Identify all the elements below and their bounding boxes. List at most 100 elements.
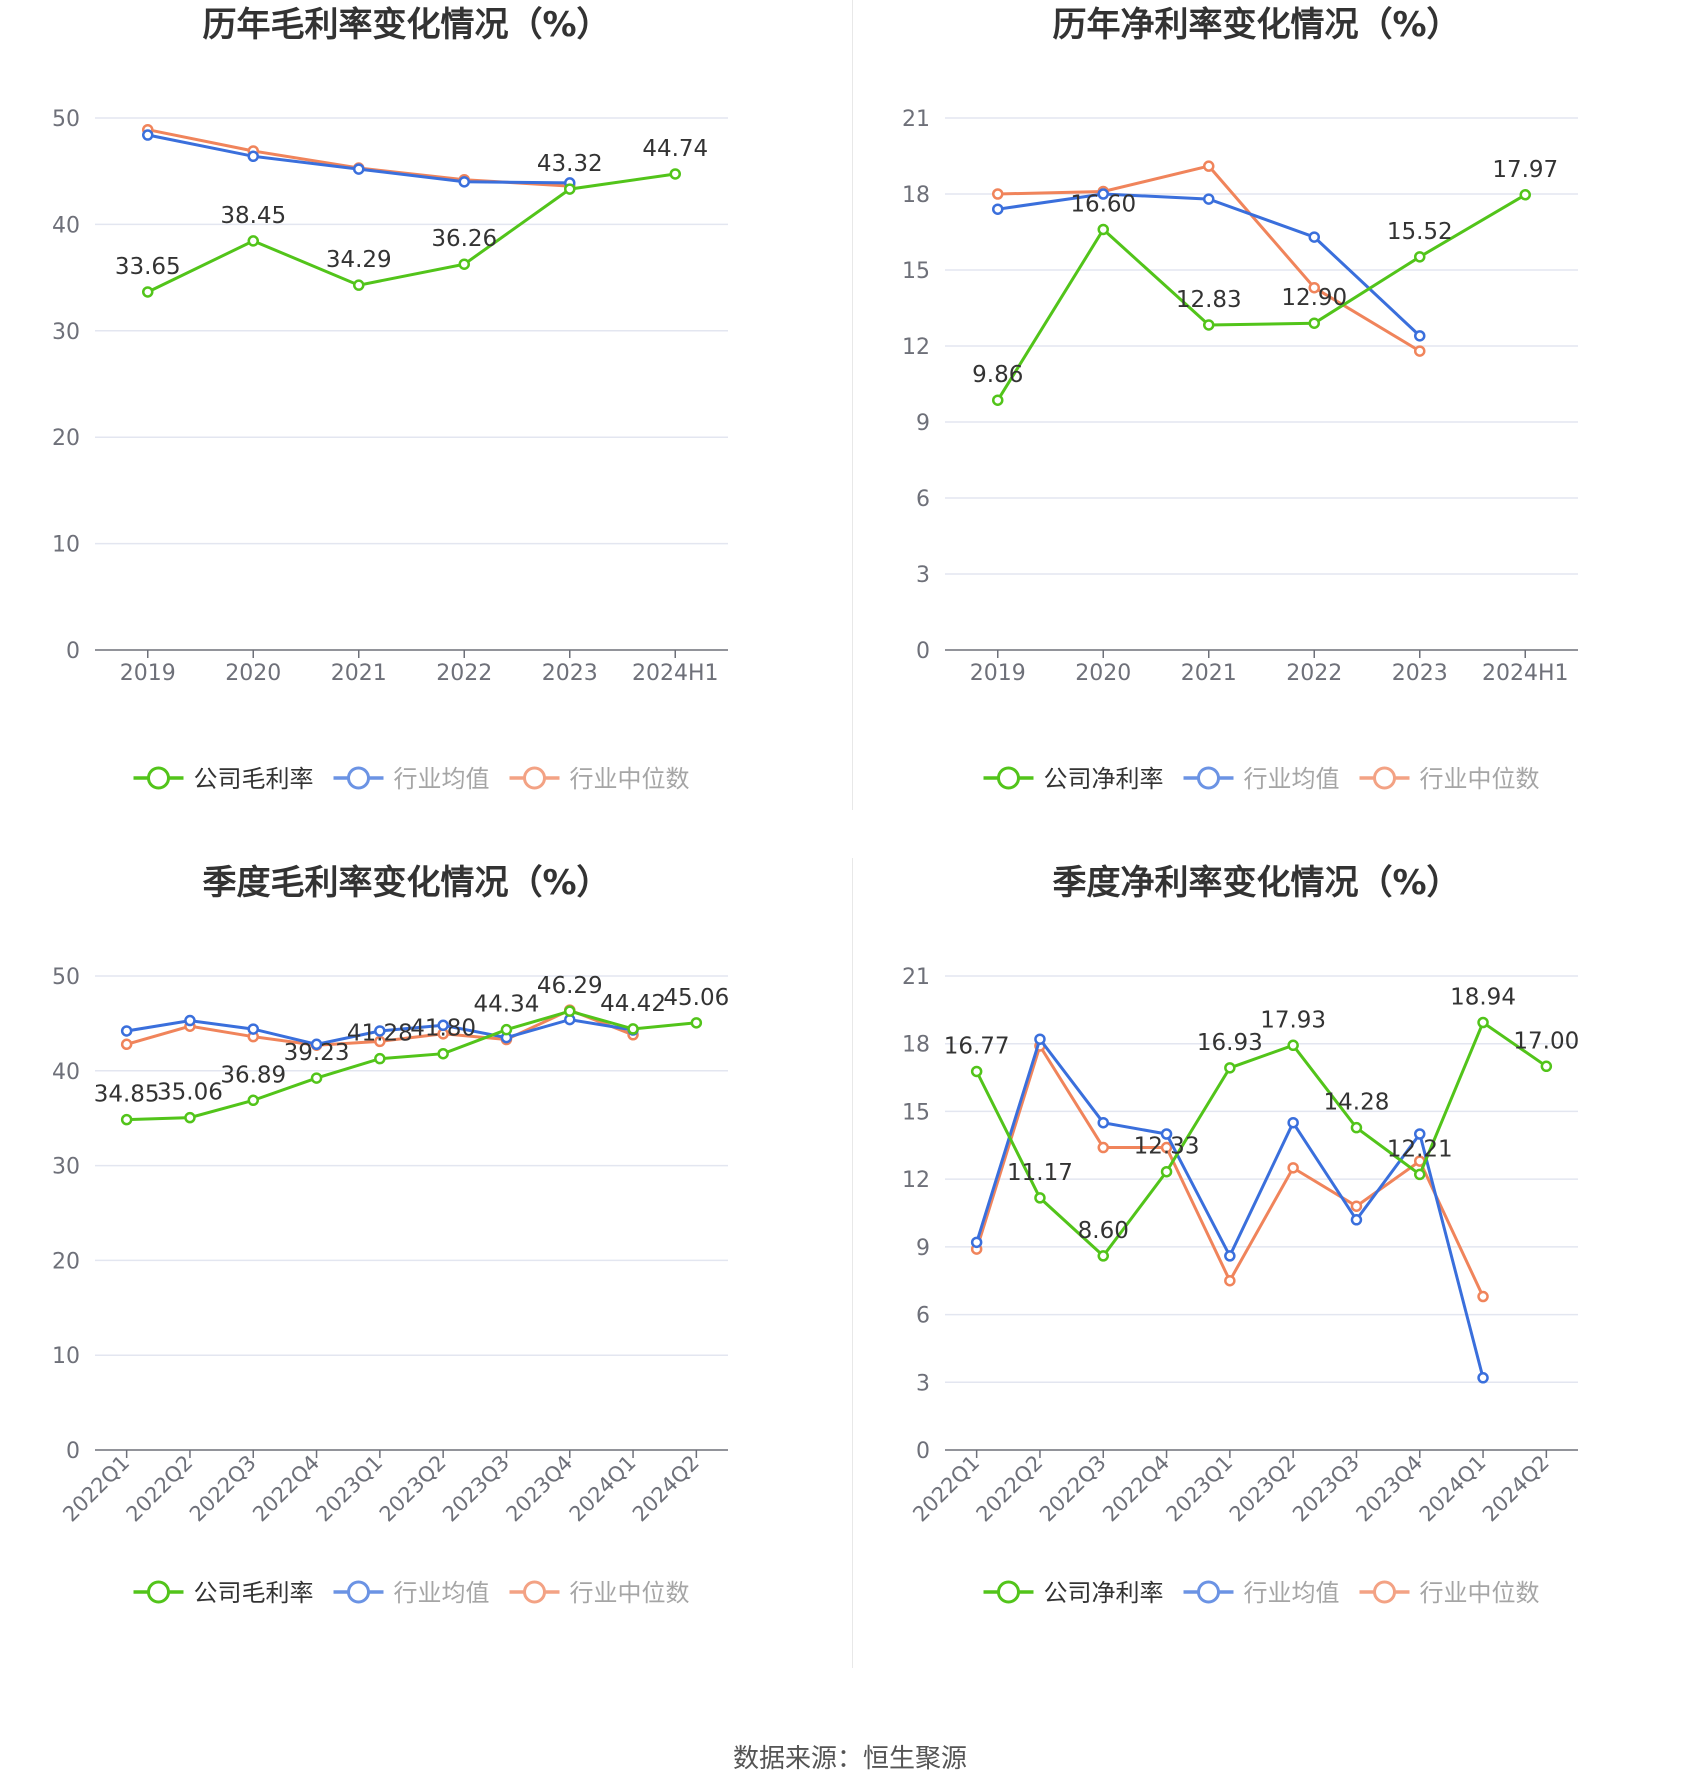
data-point-company [1519, 189, 1531, 201]
legend-item-avg[interactable]: 行业均值 [333, 765, 490, 793]
x-tick-label: 2021 [1181, 661, 1237, 686]
data-point-median [1308, 281, 1320, 294]
legend-label: 行业均值 [394, 765, 490, 793]
legend-label: 行业均值 [1244, 765, 1340, 793]
data-point-avg [1160, 1128, 1173, 1140]
data-label: 16.93 [1197, 1030, 1263, 1056]
x-tick-label: 2023Q3 [1288, 1451, 1364, 1527]
y-tick-label: 30 [52, 320, 80, 345]
series-line-company [996, 193, 1527, 401]
data-point-company [992, 394, 1004, 406]
data-point-median [1160, 1141, 1173, 1154]
x-tick-label: 2024Q2 [628, 1451, 704, 1527]
data-label: 18.94 [1450, 984, 1516, 1010]
legend-item-avg[interactable]: 行业均值 [333, 1579, 490, 1607]
data-point-company [669, 168, 681, 180]
data-label: 15.52 [1387, 219, 1453, 245]
series-line-median [147, 128, 570, 188]
data-point-company [458, 258, 470, 270]
data-label: 35.06 [157, 1080, 223, 1106]
data-label: 17.93 [1260, 1007, 1326, 1033]
legend-marker [523, 766, 546, 790]
data-point-median [1287, 1162, 1299, 1174]
data-label: 38.45 [220, 203, 286, 229]
legend-label: 行业中位数 [570, 1579, 690, 1607]
legend-marker [523, 1580, 546, 1604]
data-label: 34.85 [94, 1082, 160, 1108]
data-point-median [1477, 1290, 1489, 1303]
y-tick-label: 9 [916, 411, 930, 436]
data-point-avg [142, 129, 154, 141]
y-tick-label: 3 [916, 563, 930, 588]
legend-marker [997, 766, 1020, 790]
y-tick-label: 30 [52, 1155, 80, 1180]
x-tick-label: 2022Q2 [972, 1451, 1048, 1527]
chart-quarterly-net-margin: 季度净利率变化情况（%） 0 3 6 9 12 15 18 21 2022Q1 2022Q2 2022… [850, 858, 1700, 1728]
data-point-median [992, 188, 1004, 200]
chart-svg: 季度净利率变化情况（%）0369121518212022Q12022Q22022… [902, 863, 1579, 1607]
legend-item-median[interactable]: 行业中位数 [509, 765, 690, 793]
vertical-divider-bottom [852, 858, 853, 1668]
data-point-company [500, 1023, 513, 1036]
vertical-divider-top [852, 0, 853, 810]
legend-item-avg[interactable]: 行业均值 [1183, 765, 1340, 793]
data-point-avg [184, 1014, 196, 1027]
series-line-company [975, 1020, 1548, 1259]
data-label: 44.42 [600, 991, 666, 1017]
data-point-company [1350, 1121, 1363, 1134]
data-point-avg [1203, 193, 1215, 205]
x-tick-label: 2024H1 [1482, 661, 1569, 686]
legend-label: 行业均值 [394, 1579, 490, 1607]
y-tick-label: 40 [52, 213, 80, 238]
data-point-median [1224, 1274, 1236, 1287]
data-point-company [374, 1052, 386, 1065]
data-point-company [310, 1072, 323, 1084]
data-point-company [564, 183, 576, 195]
legend-item-median[interactable]: 行业中位数 [1359, 765, 1540, 793]
legend-label: 公司毛利率 [194, 1579, 314, 1607]
legend-item-median[interactable]: 行业中位数 [509, 1579, 690, 1607]
data-point-company [1203, 319, 1215, 331]
legend-item-company[interactable]: 公司净利率 [983, 1579, 1164, 1607]
legend-item-company[interactable]: 公司净利率 [983, 765, 1164, 793]
data-label: 14.28 [1324, 1090, 1390, 1116]
x-tick-label: 2024H1 [632, 661, 719, 686]
legend-item-company[interactable]: 公司毛利率 [133, 765, 314, 793]
data-label: 41.28 [347, 1021, 413, 1047]
chart-annual-net-margin: 历年净利率变化情况（%） 0 3 6 9 12 15 18 21 2019 2020 2021 2022… [850, 0, 1700, 870]
legend-label: 公司净利率 [1044, 765, 1164, 793]
y-tick-label: 6 [916, 487, 930, 512]
legend-marker [147, 1580, 170, 1604]
data-point-company [1160, 1165, 1173, 1178]
data-label: 44.34 [474, 992, 540, 1018]
series-line-company [126, 1009, 697, 1122]
data-point-company [690, 1017, 703, 1029]
x-tick-label: 2022 [1286, 661, 1342, 686]
x-tick-label: 2024Q1 [565, 1451, 641, 1527]
data-label: 36.89 [220, 1062, 286, 1088]
x-tick-label: 2023Q4 [1351, 1451, 1427, 1527]
legend-item-avg[interactable]: 行业均值 [1183, 1579, 1340, 1607]
chart-svg: 季度毛利率变化情况（%）010203040502022Q12022Q22022Q… [52, 863, 729, 1607]
data-label: 8.60 [1078, 1218, 1129, 1244]
chart-title: 季度净利率变化情况（%） [1052, 863, 1460, 903]
chart-svg: 历年净利率变化情况（%） 0 3 6 9 12 15 18 21 2019 2020 2021 2022… [902, 5, 1578, 793]
y-tick-label: 12 [902, 1168, 930, 1193]
data-point-median [120, 1038, 133, 1051]
data-point-avg [1287, 1116, 1299, 1129]
data-point-avg [1477, 1372, 1489, 1384]
data-label: 11.17 [1007, 1160, 1073, 1186]
x-tick-label: 2022Q4 [1098, 1451, 1174, 1527]
data-label: 39.23 [284, 1040, 350, 1066]
data-point-avg [992, 203, 1004, 215]
data-label: 12.21 [1387, 1136, 1453, 1162]
data-label: 17.00 [1513, 1028, 1579, 1054]
legend-item-company[interactable]: 公司毛利率 [133, 1579, 314, 1607]
legend-marker [347, 1580, 370, 1604]
data-point-company [1477, 1016, 1489, 1029]
x-tick-label: 2023Q4 [501, 1451, 577, 1527]
legend-item-median[interactable]: 行业中位数 [1359, 1579, 1540, 1607]
x-tick-label: 2024Q2 [1478, 1451, 1554, 1527]
data-label: 36.26 [431, 226, 497, 252]
data-point-avg [1224, 1250, 1236, 1262]
